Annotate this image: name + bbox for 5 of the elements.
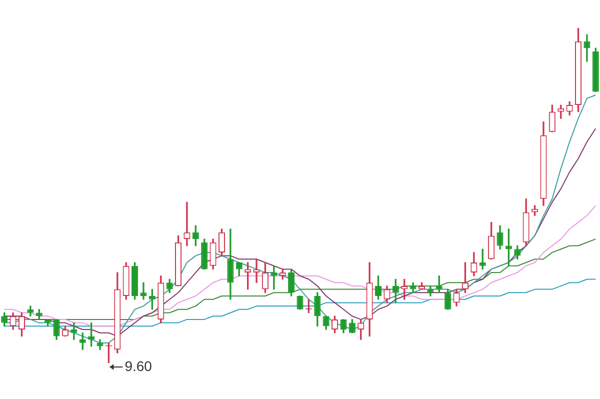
candlestick (584, 34, 590, 62)
candlestick (253, 258, 260, 283)
candlestick (140, 282, 147, 300)
candlestick (184, 202, 190, 246)
annotation: 9.60 (124, 358, 152, 374)
